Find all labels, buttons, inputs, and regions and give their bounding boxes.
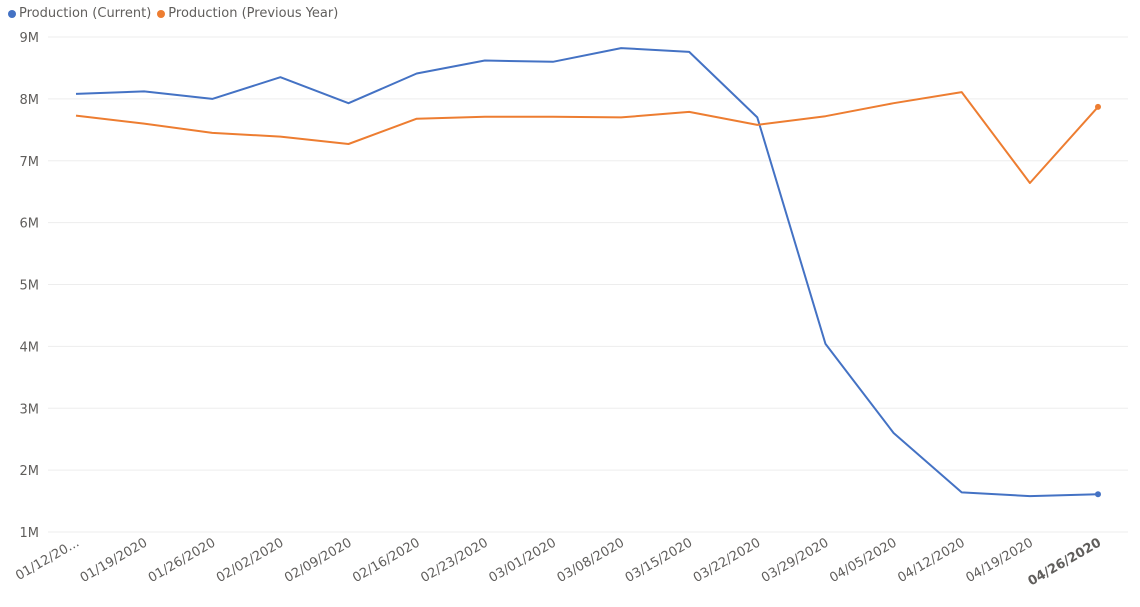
x-tick-label: 03/29/2020: [759, 535, 831, 585]
x-tick-label: 02/09/2020: [282, 535, 354, 585]
x-tick-label: 04/12/2020: [895, 535, 967, 585]
legend-item-current[interactable]: Production (Current): [8, 6, 151, 21]
x-tick-label: 01/26/2020: [146, 535, 218, 585]
y-tick-label: 2M: [20, 464, 40, 479]
x-tick-label: 03/15/2020: [623, 535, 695, 585]
legend-label-current: Production (Current): [19, 6, 152, 21]
series-end-point-1: [1095, 103, 1101, 110]
x-tick-label: 03/08/2020: [555, 535, 627, 585]
x-tick-label: 03/01/2020: [487, 535, 559, 585]
y-tick-label: 6M: [20, 217, 40, 232]
x-tick-label: 03/22/2020: [691, 535, 763, 585]
series-end-point-0: [1095, 491, 1101, 498]
legend-marker-current: [8, 9, 16, 18]
y-tick-label: 8M: [20, 93, 40, 108]
x-tick-label: 01/19/2020: [78, 535, 150, 585]
legend-label-previous: Production (Previous Year): [168, 6, 339, 21]
x-tick-label: 02/02/2020: [214, 535, 286, 585]
x-tick-label: 01/12/20...: [13, 535, 82, 583]
x-tick-label: 02/16/2020: [350, 535, 422, 585]
y-tick-label: 3M: [20, 402, 40, 417]
y-tick-label: 9M: [20, 31, 40, 46]
x-tick-label: 04/26/2020: [1026, 535, 1104, 589]
x-tick-label: 04/19/2020: [963, 535, 1035, 585]
y-tick-label: 4M: [20, 340, 40, 355]
legend-marker-previous: [157, 9, 166, 18]
legend: Production (Current) Production (Previou…: [8, 6, 344, 21]
y-tick-label: 5M: [20, 279, 40, 294]
series-line-1: [75, 91, 1099, 184]
series-line-0: [75, 47, 1099, 498]
x-tick-label: 02/23/2020: [418, 535, 490, 585]
y-tick-label: 7M: [20, 155, 40, 170]
y-tick-label: 1M: [20, 526, 40, 541]
legend-item-previous[interactable]: Production (Previous Year): [157, 6, 338, 21]
x-tick-label: 04/05/2020: [827, 535, 899, 585]
